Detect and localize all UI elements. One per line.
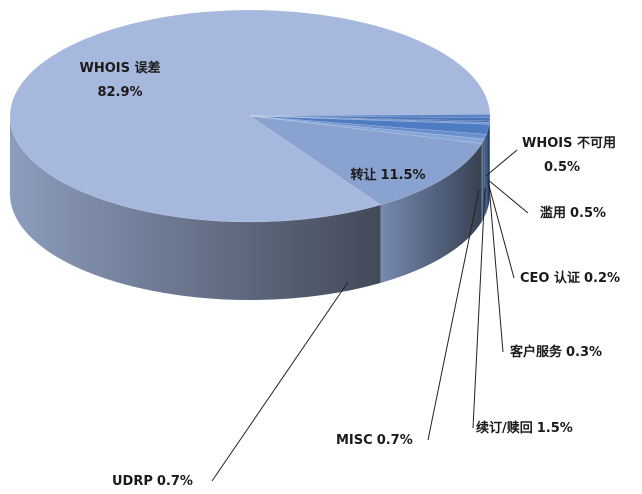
label-value: 0.2%	[584, 271, 620, 286]
data-label: 转让 11.5%	[350, 167, 425, 183]
data-label: UDRP 0.7%	[112, 474, 193, 489]
label-value: 0.3%	[566, 345, 602, 360]
leader-line	[486, 150, 517, 176]
data-label: WHOIS 不可用 0.5%	[522, 136, 616, 175]
label-value: 0.7%	[157, 474, 193, 489]
label-name: UDRP	[112, 474, 153, 489]
label-value: 0.7%	[377, 433, 413, 448]
label-name: WHOIS 不可用	[522, 136, 616, 151]
label-name: CEO 认证	[520, 270, 580, 286]
label-value: 0.5%	[570, 206, 606, 221]
label-name: MISC	[336, 433, 373, 448]
label-value: 11.5%	[380, 168, 425, 183]
leader-line	[487, 179, 528, 213]
label-value: 1.5%	[537, 421, 573, 436]
label-value: 0.5%	[544, 160, 580, 175]
data-label: CEO 认证 0.2%	[520, 270, 620, 286]
side-shade	[486, 124, 489, 212]
leader-line	[488, 182, 514, 278]
data-label: 滥用 0.5%	[540, 205, 606, 221]
label-name: 转让	[350, 167, 376, 183]
data-label: MISC 0.7%	[336, 433, 413, 448]
label-name: 滥用	[540, 205, 566, 221]
data-label: 续订/赎回 1.5%	[476, 420, 573, 436]
leader-line	[212, 282, 348, 481]
label-name: 续订/赎回	[476, 420, 533, 436]
label-name: WHOIS 误差	[80, 60, 161, 76]
label-name: 客户服务	[510, 344, 563, 360]
label-value: 82.9%	[97, 85, 142, 100]
